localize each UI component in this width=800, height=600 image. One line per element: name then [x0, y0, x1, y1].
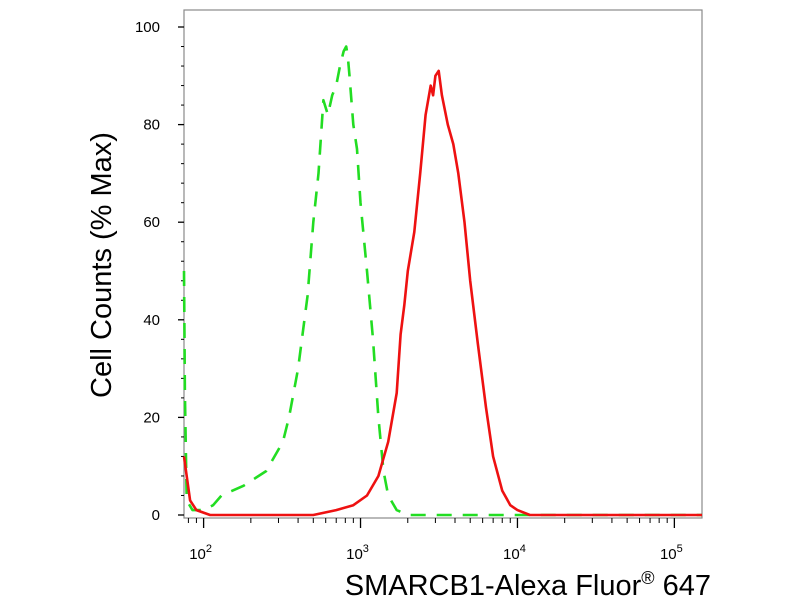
y-tick-label: 80	[143, 117, 160, 134]
histogram-solid-series	[182, 69, 702, 517]
x-axis: 102 103 104 105	[187, 518, 683, 563]
series-layer	[182, 45, 702, 517]
x-tick-exponent: 5	[677, 543, 683, 555]
x-axis-title-registered: ®	[641, 568, 654, 588]
x-axis-title-suffix: 647	[655, 570, 711, 600]
y-tick-label: 0	[152, 507, 160, 524]
x-tick-exponent: 4	[520, 543, 526, 555]
x-tick-base: 10	[503, 546, 520, 563]
plot-frame	[183, 9, 703, 519]
x-tick-base: 10	[189, 546, 206, 563]
x-tick-label: 102	[189, 543, 212, 563]
y-axis-title: Cell Counts (% Max)	[86, 132, 118, 398]
y-tick-label: 60	[143, 214, 160, 231]
y-tick-label: 100	[135, 19, 160, 36]
x-tick-base: 10	[660, 546, 677, 563]
y-axis: 0 20 40 60 80 100	[135, 19, 184, 524]
x-axis-title-main: SMARCB1-Alexa Fluor	[345, 570, 642, 600]
y-tick-label: 20	[143, 409, 160, 426]
x-tick-exponent: 3	[363, 543, 369, 555]
x-axis-title: SMARCB1-Alexa Fluor® 647	[345, 568, 711, 600]
x-tick-label: 104	[503, 543, 526, 563]
x-tick-label: 103	[346, 543, 369, 563]
y-tick-label: 40	[143, 312, 160, 329]
histogram-dashed-series	[182, 45, 702, 517]
x-tick-exponent: 2	[206, 543, 212, 555]
x-tick-base: 10	[346, 546, 363, 563]
x-tick-label: 105	[660, 543, 683, 563]
